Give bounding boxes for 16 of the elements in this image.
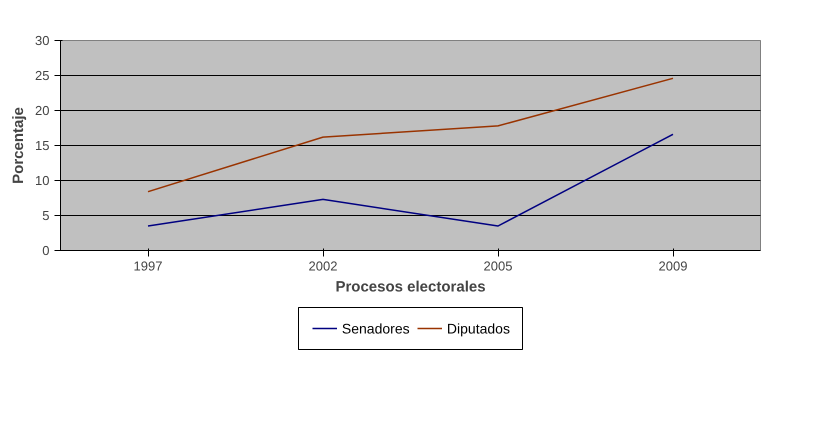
line-series: [147, 78, 674, 192]
y-tick-label: 30: [35, 33, 50, 48]
y-tick-label: 10: [35, 173, 50, 188]
x-tick-label: 2009: [658, 258, 688, 274]
x-tick-label: 2002: [308, 258, 338, 274]
y-axis-title: Porcentaje: [10, 107, 28, 184]
legend-label: Senadores: [342, 320, 410, 336]
x-tick-label: 2005: [484, 258, 512, 274]
y-tick-label: 0: [42, 243, 50, 258]
x-tick-label: 1997: [134, 258, 162, 274]
y-tick-label: 20: [35, 103, 50, 118]
y-tick-label: 15: [35, 138, 50, 153]
y-tick-label: 25: [35, 68, 50, 83]
x-axis-title: Procesos electorales: [335, 278, 486, 296]
y-tick-label: 5: [42, 208, 50, 223]
legend-label: Diputados: [446, 320, 510, 336]
